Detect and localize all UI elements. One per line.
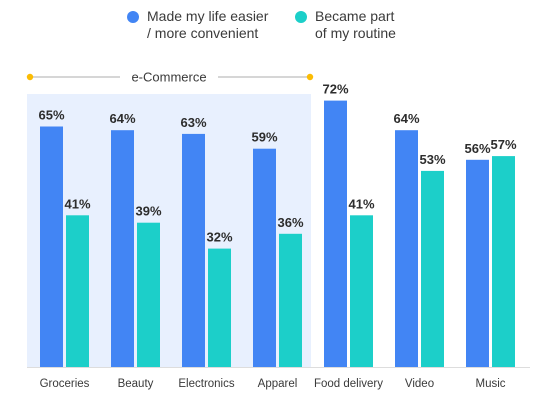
data-label: 53%	[419, 152, 445, 167]
category-tick-label: Electronics	[178, 378, 234, 390]
legend-item-series-1: Made my life easier / more convenient	[127, 8, 268, 42]
data-label: 64%	[109, 111, 135, 126]
data-label: 36%	[277, 215, 303, 230]
data-label: 72%	[322, 82, 348, 97]
category-tick-label: Beauty	[118, 378, 154, 390]
bar-music-series-2	[492, 156, 515, 367]
data-label: 63%	[180, 115, 206, 130]
legend-label: Made my life easier / more convenient	[147, 8, 269, 41]
bar-beauty-series-1	[111, 130, 134, 367]
legend-swatch-blue	[127, 11, 139, 23]
category-tick-label: Apparel	[258, 378, 298, 390]
bar-food-delivery-series-2	[350, 215, 373, 367]
ecommerce-bracket-dot-right	[306, 73, 314, 81]
bar-apparel-series-1	[253, 148, 276, 367]
category-tick-label: Video	[405, 378, 434, 390]
bar-groceries-series-2	[66, 215, 89, 367]
legend-swatch-teal	[295, 11, 307, 23]
legend-label: Became part of my routine	[315, 8, 396, 41]
data-label: 64%	[393, 111, 419, 126]
data-label: 59%	[251, 130, 277, 145]
ecommerce-bracket-dot-left	[26, 73, 34, 81]
data-label: 57%	[490, 137, 516, 152]
bar-video-series-2	[421, 170, 444, 367]
category-tick-label: Music	[475, 378, 505, 390]
bar-electronics-series-2	[208, 248, 231, 367]
bar-electronics-series-1	[182, 133, 205, 367]
bar-food-delivery-series-1	[324, 100, 347, 367]
legend-item-series-2: Became part of my routine	[295, 8, 396, 42]
data-label: 56%	[464, 141, 490, 156]
category-tick-label: Groceries	[40, 378, 90, 390]
bar-music-series-1	[466, 159, 489, 367]
category-tick-label: Food delivery	[314, 378, 383, 390]
bar-video-series-1	[395, 130, 418, 367]
data-label: 41%	[348, 196, 374, 211]
data-label: 32%	[206, 230, 232, 245]
data-label: 41%	[64, 196, 90, 211]
data-label: 39%	[135, 204, 161, 219]
data-label: 65%	[38, 108, 64, 123]
bar-beauty-series-2	[137, 222, 160, 367]
ecommerce-group-label: e-Commerce	[131, 70, 206, 85]
bar-groceries-series-1	[40, 126, 63, 367]
bar-apparel-series-2	[279, 233, 302, 367]
